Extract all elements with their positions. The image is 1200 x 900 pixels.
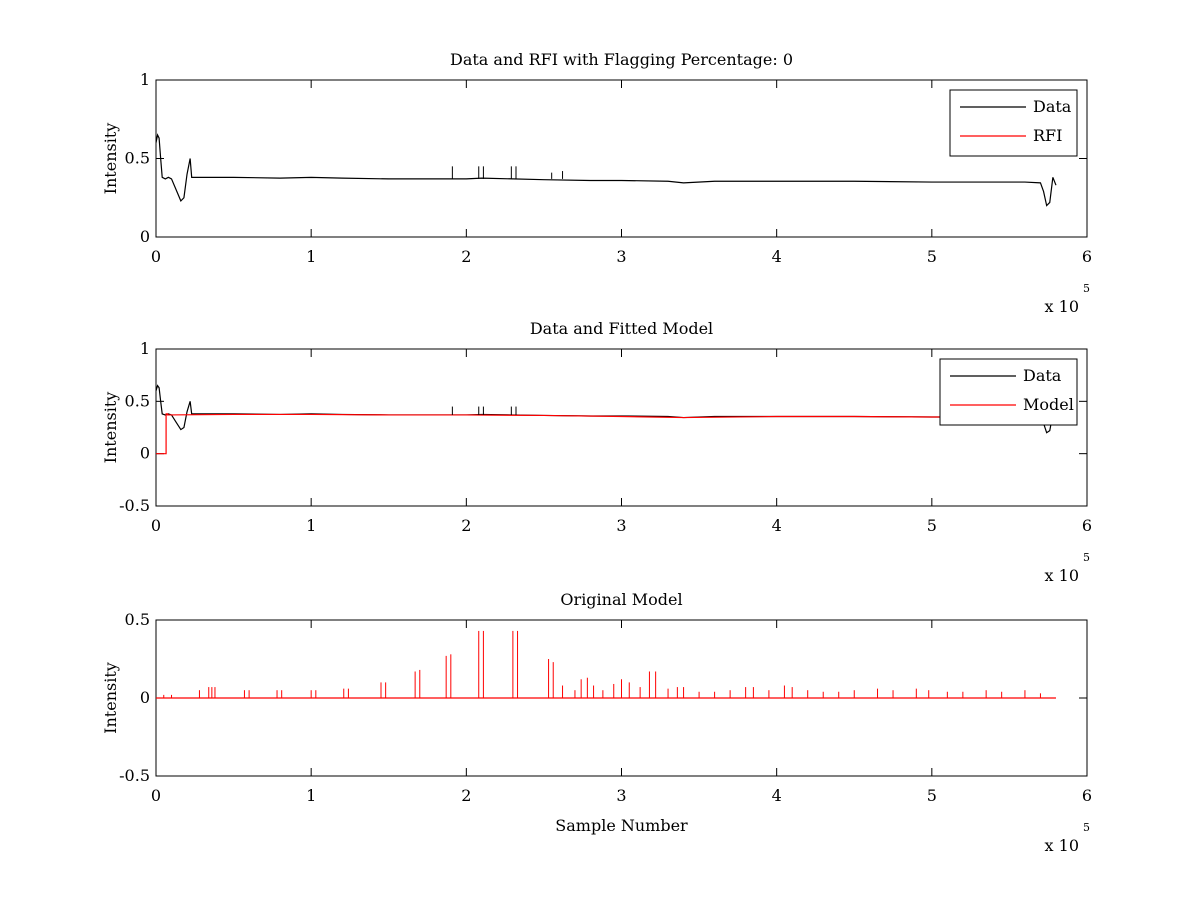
chart-1-xtick-label: 3 <box>616 247 626 266</box>
chart-3-xlabel: Sample Number <box>555 816 688 835</box>
chart-3-xtick-label: 2 <box>461 786 471 805</box>
chart-2-ytick-label: 0.5 <box>125 391 150 410</box>
chart-1-xtick-label: 0 <box>151 247 161 266</box>
chart-2-ytick-label: -0.5 <box>119 496 150 515</box>
chart-3-title: Original Model <box>560 590 682 609</box>
chart-3-xtick-label: 4 <box>772 786 782 805</box>
chart-1-title: Data and RFI with Flagging Percentage: 0 <box>450 50 793 69</box>
chart-2-xtick-label: 6 <box>1082 516 1092 535</box>
chart-2-x-multiplier-exponent: 5 <box>1083 551 1090 564</box>
chart-1-legend: Data RFI <box>949 89 1078 157</box>
chart-1-plot-area <box>156 133 1057 207</box>
chart-1-legend-box <box>949 89 1078 157</box>
chart-2-ylabel: Intensity <box>101 392 120 464</box>
chart-2-xtick-label: 1 <box>306 516 316 535</box>
chart-2-ytick-label: 1 <box>140 339 150 358</box>
chart-2-xtick-label: 2 <box>461 516 471 535</box>
chart-1-xtick-label: 1 <box>306 247 316 266</box>
chart-1: Data and RFI with Flagging Percentage: 0… <box>101 50 1092 316</box>
chart-2: Data and Fitted Model Intensity 0 1 2 3 4 5 6 -0.… <box>101 319 1092 585</box>
chart-2-x-multiplier: x 10 <box>1045 566 1079 585</box>
chart-3-x-multiplier: x 10 <box>1045 836 1079 855</box>
chart-1-legend-label: RFI <box>1033 126 1062 145</box>
chart-1-legend-label: Data <box>1033 97 1072 116</box>
chart-2-legend-box <box>939 358 1078 426</box>
chart-3-xtick-label: 0 <box>151 786 161 805</box>
chart-1-axes-frame <box>155 79 1088 238</box>
chart-2-series-model-line <box>156 413 994 455</box>
chart-1-x-multiplier: x 10 <box>1045 297 1079 316</box>
chart-2-title: Data and Fitted Model <box>530 319 713 338</box>
chart-1-ytick-label: 0.5 <box>125 149 150 168</box>
chart-2-axes-frame <box>155 348 1088 507</box>
chart-2-legend: Data Model <box>939 358 1078 426</box>
chart-1-xtick-label: 5 <box>927 247 937 266</box>
chart-2-legend-label: Model <box>1023 395 1074 414</box>
chart-3: Original Model Intensity Sample Number 0 1 2 3… <box>101 590 1092 855</box>
chart-2-ytick-label: 0 <box>140 444 150 463</box>
chart-1-xtick-label: 2 <box>461 247 471 266</box>
chart-3-ytick-label: 0.5 <box>125 610 150 629</box>
chart-3-ylabel: Intensity <box>101 662 120 734</box>
chart-3-plot-area <box>156 630 1056 699</box>
chart-3-xtick-label: 1 <box>306 786 316 805</box>
chart-1-ytick-label: 0 <box>140 227 150 246</box>
chart-1-x-multiplier-exponent: 5 <box>1083 282 1090 295</box>
chart-1-series-data-line <box>156 133 1057 207</box>
chart-1-ytick-label: 1 <box>140 70 150 89</box>
chart-3-ytick-label: -0.5 <box>119 766 150 785</box>
chart-2-xtick-label: 5 <box>927 516 937 535</box>
chart-2-legend-label: Data <box>1023 366 1062 385</box>
chart-1-xtick-label: 4 <box>772 247 782 266</box>
chart-2-xtick-label: 0 <box>151 516 161 535</box>
chart-3-ytick-label: 0 <box>140 688 150 707</box>
chart-1-xtick-label: 6 <box>1082 247 1092 266</box>
chart-2-xtick-label: 3 <box>616 516 626 535</box>
chart-3-xtick-label: 6 <box>1082 786 1092 805</box>
chart-3-xtick-label: 3 <box>616 786 626 805</box>
chart-3-x-multiplier-exponent: 5 <box>1083 821 1090 834</box>
chart-2-xtick-label: 4 <box>772 516 782 535</box>
chart-3-xtick-label: 5 <box>927 786 937 805</box>
chart-1-ylabel: Intensity <box>101 123 120 195</box>
